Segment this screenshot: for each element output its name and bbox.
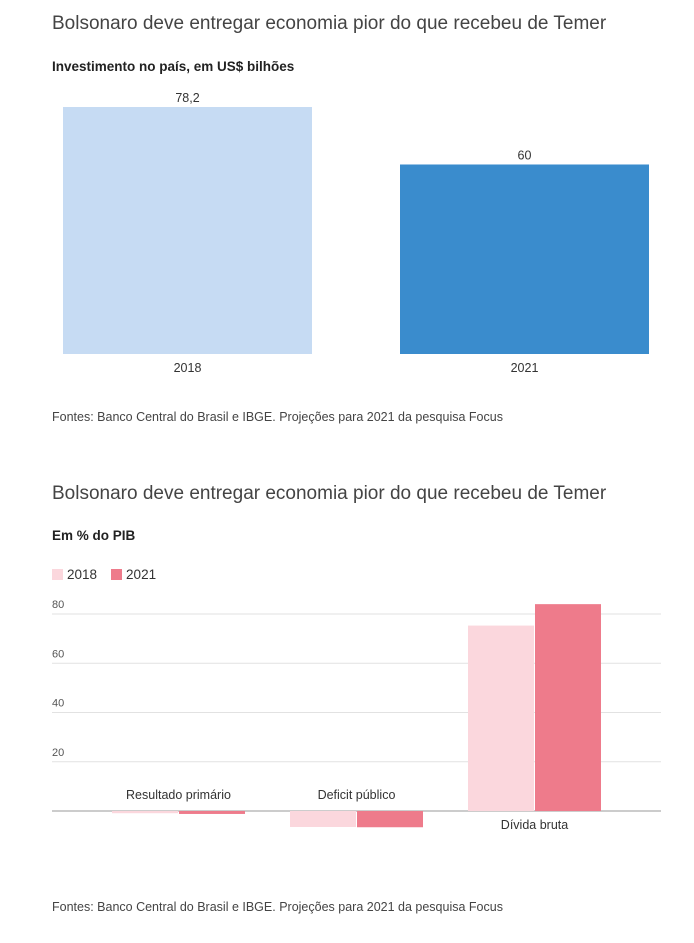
x-tick-label: 2018 xyxy=(174,361,202,375)
chart-title: Bolsonaro deve entregar economia pior do… xyxy=(52,483,607,504)
bar-2021 xyxy=(400,164,649,354)
legend-item-2018: 2018 xyxy=(52,567,97,582)
y-tick-label: 60 xyxy=(52,648,64,660)
x-tick-label: Resultado primário xyxy=(126,788,231,802)
data-label: 60 xyxy=(518,148,532,162)
chart-source: Fontes: Banco Central do Brasil e IBGE. … xyxy=(52,900,503,914)
chart-legend: 2018 2021 xyxy=(52,567,156,582)
y-tick-label: 80 xyxy=(52,599,64,611)
y-tick-label: 40 xyxy=(52,698,64,710)
x-tick-label: Dívida bruta xyxy=(501,818,568,832)
chart-source: Fontes: Banco Central do Brasil e IBGE. … xyxy=(52,410,503,424)
investment-bar-plot: 78,2 2018 60 2021 xyxy=(63,91,649,375)
bar-2018 xyxy=(63,107,312,354)
data-label: 78,2 xyxy=(175,91,199,105)
legend-swatch-2021 xyxy=(111,569,123,580)
legend-label: 2021 xyxy=(126,567,157,582)
legend-label: 2018 xyxy=(67,567,98,582)
bar-2021 xyxy=(357,811,423,828)
legend-swatch-2018 xyxy=(52,569,63,580)
bar-2018 xyxy=(112,811,178,814)
x-tick-label: 2021 xyxy=(511,361,539,375)
y-tick-label: 20 xyxy=(52,747,64,759)
pib-chart: Bolsonaro deve entregar economia pior do… xyxy=(0,470,694,943)
bar-2021 xyxy=(535,604,601,811)
chart-subtitle: Em % do PIB xyxy=(52,528,136,543)
bar-2021 xyxy=(179,811,245,814)
chart-title: Bolsonaro deve entregar economia pior do… xyxy=(52,13,607,34)
legend-item-2021: 2021 xyxy=(111,567,156,582)
pib-bar-plot: 20 40 60 80 Resultado primário Deficit públic… xyxy=(52,599,661,832)
chart-subtitle: Investimento no país, em US$ bilhões xyxy=(52,59,295,74)
x-tick-label: Deficit público xyxy=(318,788,396,802)
bar-2018 xyxy=(290,811,356,828)
investment-chart: Bolsonaro deve entregar economia pior do… xyxy=(0,0,694,470)
bar-2018 xyxy=(468,625,534,811)
